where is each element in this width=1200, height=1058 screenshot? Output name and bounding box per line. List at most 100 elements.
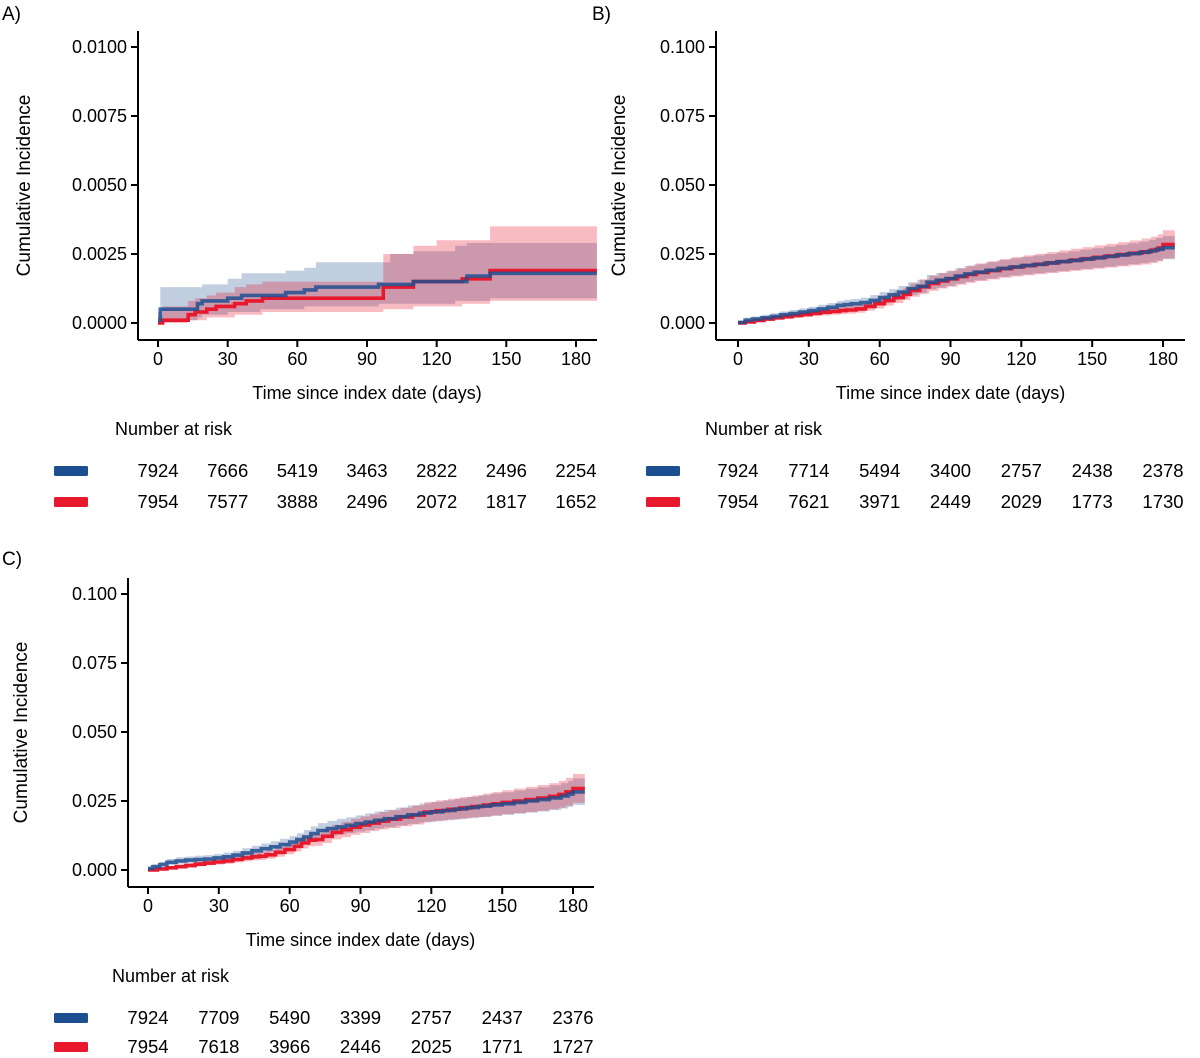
y-tick-label: 0.0100 xyxy=(72,37,127,57)
risk-count: 7666 xyxy=(207,460,248,481)
y-axis-title: Cumulative Incidence xyxy=(609,95,630,277)
risk-count: 3966 xyxy=(269,1036,310,1057)
x-tick-label: 30 xyxy=(799,349,819,369)
risk-count: 7924 xyxy=(127,1007,168,1028)
y-tick-label: 0.050 xyxy=(72,722,117,742)
risk-count: 1730 xyxy=(1142,491,1183,512)
y-tick-label: 0.000 xyxy=(660,313,705,333)
panel-label-B: B) xyxy=(592,4,611,25)
risk-count: 3399 xyxy=(340,1007,381,1028)
y-tick-label: 0.0075 xyxy=(72,106,127,126)
panel-label-C: C) xyxy=(2,549,23,570)
risk-count: 1817 xyxy=(486,491,527,512)
y-axis-title: Cumulative Incidence xyxy=(11,642,32,824)
blue-group-curve xyxy=(738,245,1175,325)
x-tick-label: 30 xyxy=(218,349,238,369)
x-tick-label: 30 xyxy=(209,896,229,916)
x-tick-label: 90 xyxy=(357,349,377,369)
y-tick-label: 0.025 xyxy=(660,244,705,264)
y-tick-label: 0.050 xyxy=(660,175,705,195)
risk-count: 7924 xyxy=(717,460,758,481)
risk-table-title: Number at risk xyxy=(115,419,233,439)
red-group-legend-swatch xyxy=(646,497,680,507)
x-tick-label: 0 xyxy=(153,349,163,369)
risk-count: 3463 xyxy=(346,460,387,481)
risk-count: 2757 xyxy=(1001,460,1042,481)
x-tick-label: 150 xyxy=(491,349,521,369)
risk-count: 1652 xyxy=(555,491,596,512)
risk-count: 7621 xyxy=(788,491,829,512)
risk-table-title: Number at risk xyxy=(112,966,230,986)
risk-count: 1771 xyxy=(482,1036,523,1057)
risk-count: 3888 xyxy=(277,491,318,512)
risk-count: 5494 xyxy=(859,460,900,481)
x-axis-title: Time since index date (days) xyxy=(836,383,1065,403)
risk-count: 7954 xyxy=(717,491,758,512)
risk-count: 2438 xyxy=(1072,460,1113,481)
risk-count: 7618 xyxy=(198,1036,239,1057)
risk-count: 5490 xyxy=(269,1007,310,1028)
y-tick-label: 0.100 xyxy=(660,37,705,57)
risk-count: 1773 xyxy=(1072,491,1113,512)
x-tick-label: 150 xyxy=(487,896,517,916)
risk-count: 2446 xyxy=(340,1036,381,1057)
panel-C: 0.000 0.025 0.050 0.075 0.100 0 30 60 90 120 150 18… xyxy=(11,578,594,1057)
blue-group-curve xyxy=(158,271,597,322)
red-group-legend-swatch xyxy=(54,1042,88,1052)
y-tick-label: 0.075 xyxy=(72,653,117,673)
risk-count: 7709 xyxy=(198,1007,239,1028)
y-tick-label: 0.100 xyxy=(72,584,117,604)
risk-count: 2025 xyxy=(411,1036,452,1057)
axis-lines xyxy=(127,578,594,888)
x-tick-label: 0 xyxy=(143,896,153,916)
x-axis-title: Time since index date (days) xyxy=(246,930,475,950)
risk-count: 2254 xyxy=(555,460,596,481)
x-tick-label: 150 xyxy=(1077,349,1107,369)
risk-table-title: Number at risk xyxy=(705,419,823,439)
risk-count: 2822 xyxy=(416,460,457,481)
risk-count: 5419 xyxy=(277,460,318,481)
risk-count: 7577 xyxy=(207,491,248,512)
x-tick-label: 180 xyxy=(561,349,591,369)
risk-count: 2496 xyxy=(486,460,527,481)
x-tick-label: 90 xyxy=(940,349,960,369)
blue-group-curve xyxy=(148,790,585,871)
risk-count: 2757 xyxy=(411,1007,452,1028)
x-tick-label: 180 xyxy=(558,896,588,916)
x-tick-label: 180 xyxy=(1148,349,1178,369)
x-tick-label: 60 xyxy=(287,349,307,369)
panel-label-A: A) xyxy=(2,4,21,25)
x-tick-label: 60 xyxy=(280,896,300,916)
x-axis-title: Time since index date (days) xyxy=(252,383,481,403)
risk-count: 2029 xyxy=(1001,491,1042,512)
x-tick-label: 120 xyxy=(422,349,452,369)
risk-count: 2072 xyxy=(416,491,457,512)
risk-count: 2496 xyxy=(346,491,387,512)
panel-B: 0.000 0.025 0.050 0.075 0.100 0 30 60 90 120 150 18… xyxy=(609,31,1185,512)
risk-count: 2376 xyxy=(552,1007,593,1028)
risk-count: 3971 xyxy=(859,491,900,512)
red-group-legend-swatch xyxy=(54,497,88,507)
blue-group-legend-swatch xyxy=(646,466,680,476)
y-tick-label: 0.0000 xyxy=(72,313,127,333)
x-tick-label: 90 xyxy=(350,896,370,916)
y-tick-label: 0.075 xyxy=(660,106,705,126)
risk-count: 2437 xyxy=(482,1007,523,1028)
risk-count: 7954 xyxy=(127,1036,168,1057)
y-tick-label: 0.0050 xyxy=(72,175,127,195)
risk-count: 2378 xyxy=(1142,460,1183,481)
risk-count: 2449 xyxy=(930,491,971,512)
y-tick-label: 0.025 xyxy=(72,791,117,811)
y-tick-label: 0.000 xyxy=(72,860,117,880)
panel-A: 0.0000 0.0025 0.0050 0.0075 0.0100 0 30 60 90 120… xyxy=(14,31,597,512)
y-tick-label: 0.0025 xyxy=(72,244,127,264)
blue-group-legend-swatch xyxy=(54,1013,88,1023)
blue-group-legend-swatch xyxy=(54,466,88,476)
risk-count: 7714 xyxy=(788,460,829,481)
risk-count: 3400 xyxy=(930,460,971,481)
risk-count: 1727 xyxy=(552,1036,593,1057)
x-tick-label: 120 xyxy=(1006,349,1036,369)
x-tick-label: 60 xyxy=(870,349,890,369)
